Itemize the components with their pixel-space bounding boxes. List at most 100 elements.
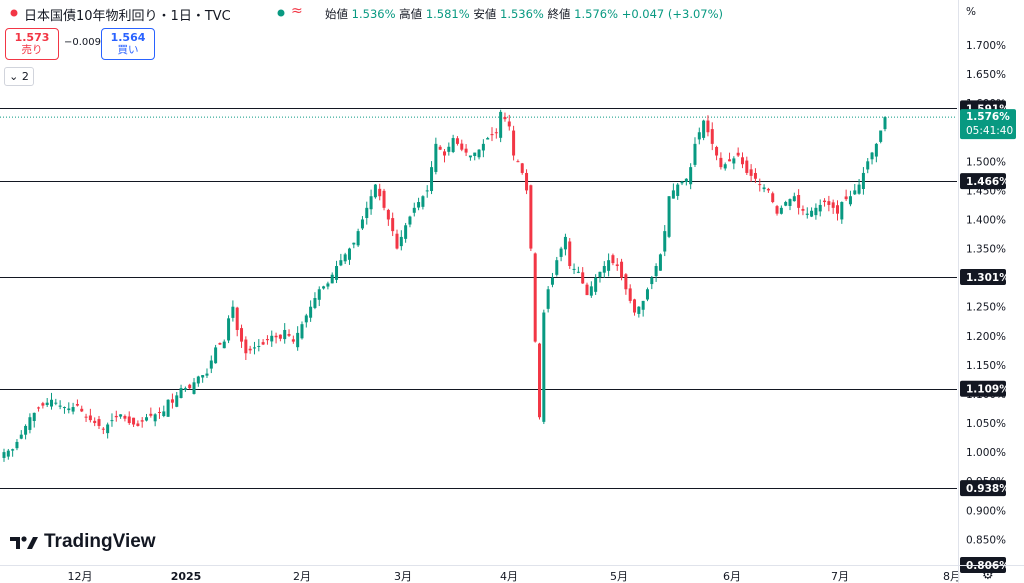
candle	[106, 422, 110, 439]
candle	[460, 139, 464, 152]
candle	[853, 183, 857, 195]
candle	[252, 341, 256, 355]
candle	[434, 137, 438, 175]
change-value: +0.047 (+3.07%)	[621, 7, 724, 21]
y-tick-label: 1.400%	[966, 214, 1006, 226]
axis-unit: %	[966, 6, 976, 18]
collapse-indicators-button[interactable]: ⌄ 2	[4, 67, 34, 86]
candle	[183, 386, 187, 392]
candle	[270, 330, 274, 347]
x-tick-label: 4月	[500, 570, 518, 583]
candle	[192, 377, 196, 395]
candle	[732, 156, 736, 170]
candle	[710, 122, 714, 151]
candle	[805, 207, 809, 219]
candle	[723, 162, 727, 171]
price-axis: 1.700%1.650%1.600%1.550%1.500%1.450%1.40…	[960, 6, 1016, 573]
candle	[382, 188, 386, 211]
horizontal-lines	[0, 108, 957, 566]
close-value: 1.576%	[574, 7, 619, 21]
candle	[110, 413, 114, 427]
candle	[572, 263, 576, 275]
y-tick-label: 1.250%	[966, 302, 1006, 314]
sell-button[interactable]: 1.573 売り	[5, 28, 59, 60]
candle	[546, 286, 550, 313]
candle	[145, 413, 149, 422]
symbol-title[interactable]: 日本国債10年物利回り・1日・TVC	[24, 9, 231, 24]
candle	[201, 374, 205, 383]
y-tick-label: 0.900%	[966, 505, 1006, 517]
candle	[706, 115, 710, 137]
candle	[395, 229, 399, 250]
candle	[676, 183, 680, 200]
candle	[879, 130, 883, 144]
candle	[684, 178, 688, 186]
candle	[857, 179, 861, 195]
axis-divider	[958, 0, 959, 583]
candle	[438, 145, 442, 151]
candle	[481, 139, 485, 158]
candle	[119, 414, 123, 419]
candle	[240, 324, 244, 348]
candles	[2, 109, 887, 462]
candle	[330, 272, 334, 284]
gear-icon[interactable]: ⚙	[982, 568, 994, 583]
y-tick-label: 1.700%	[966, 40, 1006, 52]
candle	[494, 128, 498, 139]
candle	[15, 439, 19, 451]
approx-icon[interactable]: ≈	[291, 3, 303, 19]
candle	[671, 183, 675, 199]
candle	[404, 222, 408, 243]
candle	[870, 151, 874, 165]
candle	[749, 164, 753, 182]
candle	[101, 427, 105, 435]
high-value: 1.581%	[425, 7, 470, 21]
candle	[443, 148, 446, 163]
candle	[62, 406, 66, 414]
candle	[335, 260, 339, 284]
candle	[538, 342, 542, 420]
candle	[231, 300, 235, 322]
candle	[227, 315, 231, 344]
candle	[740, 152, 744, 169]
candle	[261, 339, 265, 346]
buy-price: 1.564	[110, 31, 146, 44]
buy-button[interactable]: 1.564 買い	[101, 28, 155, 60]
candle	[486, 136, 490, 140]
x-tick-label: 7月	[831, 570, 849, 583]
candle	[861, 167, 865, 195]
candle	[766, 187, 770, 193]
candle	[123, 414, 127, 422]
candle	[19, 430, 23, 440]
candle	[209, 355, 213, 374]
candle	[179, 384, 183, 399]
candle	[157, 407, 161, 419]
candle	[67, 402, 71, 414]
candle	[650, 275, 654, 290]
candle	[883, 116, 887, 132]
candle	[28, 413, 32, 434]
logo-text: TradingView	[44, 531, 156, 552]
candle	[265, 335, 269, 345]
low-value: 1.536%	[500, 7, 544, 21]
candle	[235, 306, 239, 337]
candle	[343, 252, 347, 265]
candle	[512, 125, 516, 161]
hline-label-bg	[960, 556, 1006, 573]
candle	[196, 375, 200, 387]
candle	[654, 263, 658, 282]
candle	[37, 406, 41, 412]
candle	[218, 342, 222, 346]
low-label: 安値	[473, 7, 497, 21]
candle	[309, 300, 313, 322]
candle	[373, 183, 377, 199]
candle	[615, 258, 619, 271]
candle	[589, 281, 593, 298]
time-axis: 12月 2025 2月 3月 4月 5月 6月 7月 8月	[0, 565, 1024, 583]
candle	[473, 152, 477, 161]
candle	[248, 345, 252, 354]
market-dot-icon	[277, 9, 285, 17]
candle	[835, 200, 839, 221]
candle	[291, 335, 295, 344]
